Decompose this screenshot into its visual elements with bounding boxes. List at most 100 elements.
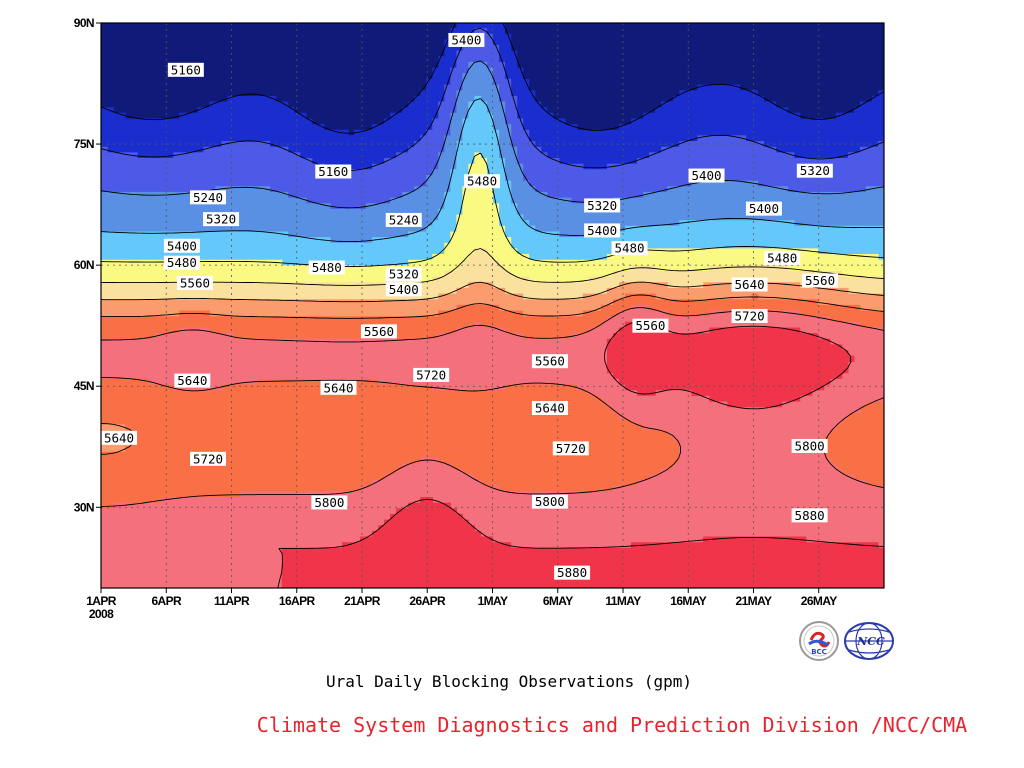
contour-label: 5400: [691, 168, 721, 183]
contour-label-box: [552, 441, 589, 456]
x-tick-label: 6MAY: [543, 594, 573, 608]
ncc-cma-globe-logo: NCC: [844, 622, 894, 660]
contour-label-box: [311, 495, 348, 510]
contour-label-box: [174, 373, 211, 388]
contour-label: 5560: [180, 275, 210, 290]
contour-label: 5400: [749, 201, 779, 216]
bcc-logo: BCC: [799, 621, 839, 661]
contour-label: 5160: [171, 62, 201, 77]
contour-label-box: [176, 275, 213, 290]
contour-label-box: [101, 430, 137, 445]
contour-label: 5880: [557, 565, 587, 580]
contour-label: 5560: [805, 273, 835, 288]
contour-label: 5720: [416, 367, 446, 382]
bcc-logo-text: BCC: [811, 648, 827, 656]
contour-line: [101, 98, 884, 243]
contour-label: 5320: [389, 267, 419, 282]
contour-line: [101, 307, 884, 507]
contour-label: 5480: [312, 260, 342, 275]
ncc-logo-text: NCC: [856, 635, 885, 648]
contour-label: 5400: [587, 223, 617, 238]
contour-line: [101, 281, 884, 303]
x-tick-sublabel: 2008: [89, 607, 114, 621]
contour-label: 5400: [451, 32, 481, 47]
contour-label-box: [190, 190, 227, 205]
contour-line: [101, 23, 884, 134]
x-tick-label: 11APR: [214, 594, 250, 608]
contour-label: 5640: [104, 430, 134, 445]
y-tick-label: 60N: [74, 258, 94, 272]
contour-label-box: [203, 212, 240, 227]
contour-band: [101, 304, 884, 588]
contour-label-box: [308, 260, 345, 275]
contour-label: 5480: [467, 174, 497, 189]
contour-label: 5800: [535, 494, 565, 509]
contour-label-box: [731, 277, 768, 292]
contour-label-box: [764, 250, 801, 265]
contour-label-box: [360, 324, 397, 339]
contour-label-box: [531, 354, 568, 369]
contour-label-box: [163, 255, 200, 270]
x-tick-label: 11MAY: [605, 594, 641, 608]
contour-label: 5720: [556, 441, 586, 456]
credit-text: Climate System Diagnostics and Predictio…: [256, 713, 968, 737]
contour-lines: [101, 23, 884, 588]
x-tick-label: 6APR: [151, 594, 182, 608]
contour-label: 5640: [323, 380, 353, 395]
contour-label: 5800: [795, 438, 825, 453]
contour-label-box: [385, 212, 422, 227]
contour-label-box: [745, 201, 782, 216]
contour-label: 5320: [206, 212, 236, 227]
y-tick-label: 75N: [74, 137, 94, 151]
contour-label-box: [531, 401, 568, 416]
y-tick-label: 90N: [74, 16, 94, 30]
contour-chart: 5160516052405240532053205320532054005400…: [74, 16, 885, 621]
contour-label-box: [413, 367, 450, 382]
contour-band: [101, 23, 884, 170]
x-tick-label: 1MAY: [478, 594, 508, 608]
contour-label-box: [611, 241, 648, 256]
contour-label: 5720: [735, 308, 765, 323]
contour-label-box: [554, 565, 591, 580]
y-tick-label: 45N: [74, 379, 94, 393]
contour-label: 5400: [389, 282, 419, 297]
contour-label-box: [167, 62, 204, 77]
contour-line: [277, 321, 884, 588]
contour-label: 5640: [735, 277, 765, 292]
x-tick-label: 16APR: [279, 594, 316, 608]
contour-label: 5160: [318, 164, 348, 179]
contour-band: [281, 321, 884, 588]
contour-label: 5240: [389, 212, 419, 227]
contour-label-box: [315, 164, 352, 179]
contour-label: 5640: [177, 373, 207, 388]
contour-label-box: [531, 494, 568, 509]
contour-label: 5800: [314, 495, 344, 510]
contour-label: 5640: [535, 401, 565, 416]
x-tick-label: 26APR: [409, 594, 446, 608]
contour-label-box: [448, 32, 485, 47]
x-tick-label: 21APR: [344, 594, 381, 608]
contour-label-box: [385, 267, 422, 282]
contour-label: 5480: [614, 241, 644, 256]
contour-label-box: [320, 380, 357, 395]
contour-label-box: [584, 223, 621, 238]
contour-label-box: [385, 282, 422, 297]
contour-band: [101, 28, 884, 210]
contour-label: 5480: [167, 255, 197, 270]
contour-label: 5240: [193, 190, 223, 205]
contour-label: 5320: [587, 198, 617, 213]
contour-label: 5560: [635, 318, 665, 333]
x-tick-label: 1APR: [86, 594, 117, 608]
chart-title: Ural Daily Blocking Observations (gpm): [325, 672, 693, 691]
contour-label-box: [190, 451, 227, 466]
contour-label: 5560: [535, 354, 565, 369]
contour-labels: 5160516052405240532053205320532054005400…: [101, 32, 839, 580]
x-tick-label: 26MAY: [801, 594, 838, 608]
contour-line: [101, 60, 884, 209]
contour-label-box: [688, 168, 725, 183]
contour-label-box: [584, 198, 621, 213]
contour-label-box: [464, 174, 501, 189]
contour-label: 5720: [193, 451, 223, 466]
contour-label-box: [802, 273, 839, 288]
contour-label: 5480: [767, 250, 797, 265]
